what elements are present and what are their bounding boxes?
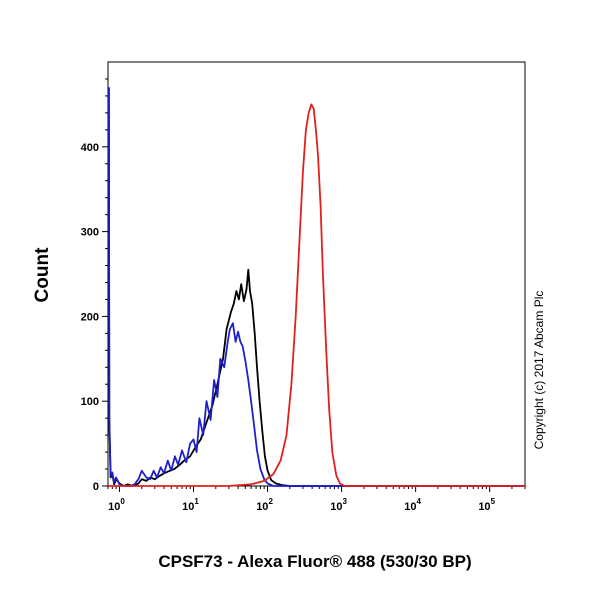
series-line-3 (108, 103, 525, 487)
y-axis-title: Count (32, 247, 53, 303)
y-tick-label: 300 (81, 227, 99, 239)
x-tick-label: 104 (404, 497, 421, 513)
y-tick-label: 0 (93, 481, 99, 493)
x-tick-label: 105 (478, 497, 495, 513)
y-axis: 0 100 200 300 400 (81, 78, 108, 493)
x-tick-label: 100 (108, 497, 125, 513)
x-tick-label: 103 (330, 497, 347, 513)
series-layer (108, 87, 525, 487)
x-tick-label: 102 (256, 497, 273, 513)
y-tick-label: 100 (81, 396, 99, 408)
x-axis-title: CPSF73 - Alexa Fluor® 488 (530/30 BP) (158, 552, 471, 571)
copyright-annotation: Copyright (c) 2017 Abcam Plc (532, 291, 546, 450)
x-axis: 100 101 102 103 104 105 (107, 486, 526, 513)
x-tick-label: 101 (182, 497, 199, 513)
y-tick-label: 400 (81, 142, 99, 154)
y-tick-label: 200 (81, 311, 99, 323)
plot-area-frame (107, 61, 526, 487)
